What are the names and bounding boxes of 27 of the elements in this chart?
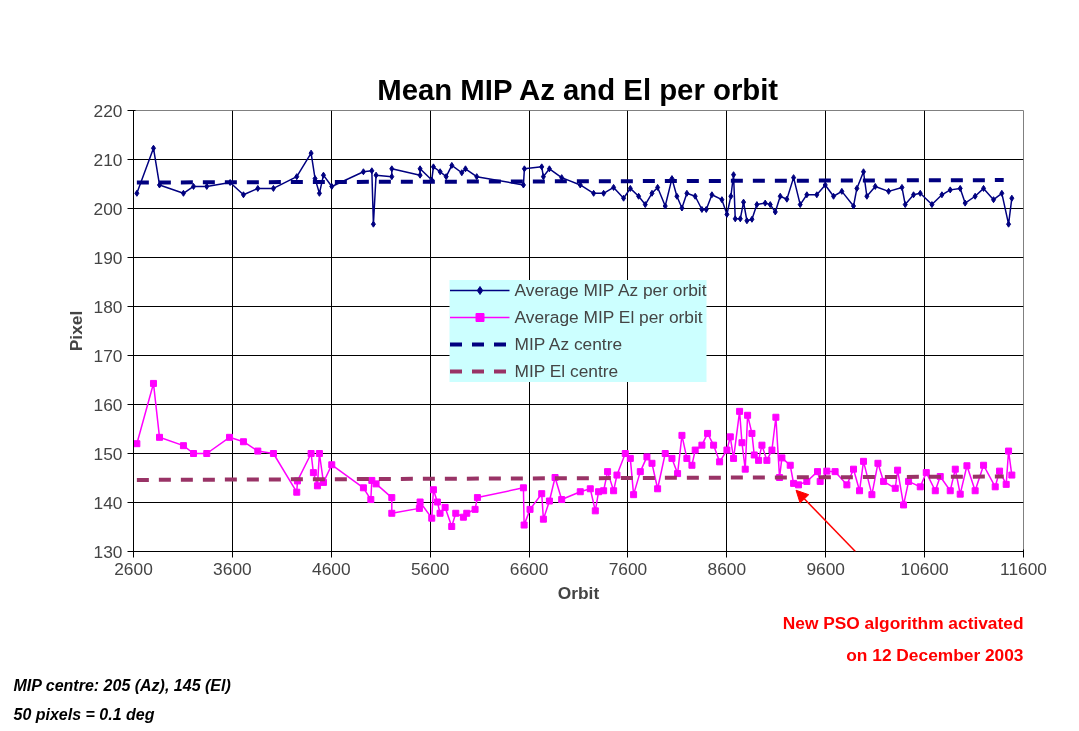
x-tick-label: 7600 <box>608 558 648 579</box>
y-tick-label: 220 <box>93 100 123 121</box>
legend-label: Average MIP El per orbit <box>514 306 703 328</box>
legend-label: Average MIP Az per orbit <box>514 279 707 301</box>
chart-title: Mean MIP Az and El per orbit <box>377 72 779 106</box>
x-tick-label: 4600 <box>312 558 351 579</box>
y-tick-label: 150 <box>93 443 123 464</box>
x-tick-label: 6600 <box>509 558 549 579</box>
legend-label: MIP El centre <box>514 360 619 382</box>
legend-label: MIP Az centre <box>514 333 623 355</box>
y-tick-label: 200 <box>93 198 123 219</box>
x-tick-label: 11600 <box>1000 558 1047 579</box>
y-tick-label: 140 <box>93 492 123 513</box>
x-tick-label: 10600 <box>900 558 949 579</box>
text: New PSO algorithm activated on 12 December 2003 <box>782 612 1024 665</box>
y-tick-label: 180 <box>93 296 123 317</box>
y-tick-label: 210 <box>93 149 123 170</box>
x-tick-label: 9600 <box>806 558 846 579</box>
x-axis-title: Orbit <box>557 582 600 603</box>
x-tick-label: 8600 <box>707 558 747 579</box>
x-tick-label: 5600 <box>410 558 450 579</box>
y-axis-title: Pixel <box>65 310 86 352</box>
text: MIP centre: 205 (Az), 145 (El) 50 pixels = 0.1 deg <box>13 676 231 723</box>
y-tick-label: 170 <box>93 345 123 366</box>
y-tick-label: 190 <box>93 247 123 268</box>
y-tick-label: 160 <box>93 394 123 415</box>
x-tick-label: 3600 <box>213 558 252 579</box>
